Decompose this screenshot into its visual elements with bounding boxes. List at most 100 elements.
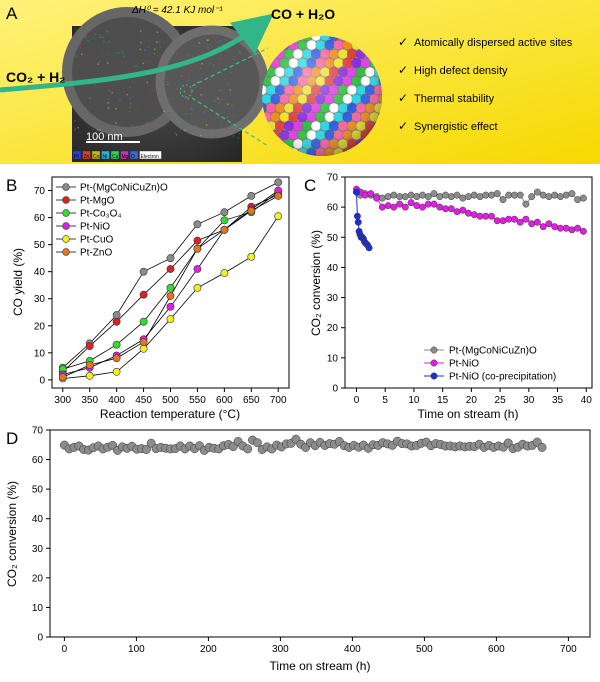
tem-noise-dot [151, 116, 154, 119]
tem-noise-dot [193, 45, 195, 47]
data-point [373, 194, 381, 202]
tem-noise-dot [122, 51, 124, 53]
tem-noise-dot [97, 63, 99, 65]
data-point [193, 244, 202, 253]
data-point [533, 188, 541, 196]
tem-noise-dot [201, 133, 204, 136]
legend-marker [62, 183, 70, 191]
tem-noise-dot [156, 89, 158, 91]
data-point [407, 191, 415, 199]
data-point [85, 361, 94, 369]
data-point [470, 191, 478, 199]
tem-noise-dot [210, 74, 212, 77]
y-tick-label: 40 [327, 263, 339, 274]
tem-noise-dot [205, 124, 208, 126]
tem-noise-dot [185, 113, 188, 115]
element-chip [91, 150, 101, 160]
tem-noise-dot [176, 97, 179, 99]
tem-noise-dot [132, 96, 134, 98]
tem-noise-dot [194, 74, 196, 76]
feature-item: Thermal stability [414, 93, 495, 105]
tem-noise-dot [190, 106, 192, 108]
tem-noise-dot [163, 76, 165, 79]
element-chip-label: Electron [141, 154, 160, 160]
tem-noise-dot [154, 48, 156, 50]
data-point [139, 267, 148, 276]
legend-label: Pt-Co₃O₄ [80, 209, 122, 220]
tem-noise-dot [136, 105, 138, 108]
tem-noise-dot [115, 108, 117, 110]
tem-noise-dot [83, 58, 86, 60]
data-point [488, 191, 495, 199]
element-chip-label: Mg [122, 154, 129, 160]
x-tick-label: 20 [466, 395, 478, 406]
tem-noise-dot [94, 132, 97, 134]
tem-noise-dot [217, 97, 219, 100]
legend-label: Pt-MgO [80, 196, 115, 207]
data-point [453, 208, 461, 216]
data-point [139, 344, 148, 353]
panel-b-letter: B [6, 176, 17, 195]
data-point [424, 193, 432, 201]
tem-noise-dot [183, 75, 185, 77]
tem-noise-dot [195, 125, 197, 127]
tem-noise-dot [171, 53, 174, 55]
data-point [413, 193, 421, 201]
tem-noise-dot [221, 89, 223, 91]
tem-noise-dot [145, 60, 147, 62]
tem-noise-dot [178, 29, 180, 32]
tem-noise-dot [201, 63, 203, 65]
panel-d-x-axis-label: Time on stream (h) [270, 659, 371, 673]
tem-noise-dot [174, 132, 176, 134]
data-point [511, 191, 518, 199]
tem-noise-dot [113, 72, 115, 74]
tem-noise-dot [218, 32, 220, 35]
tem-noise-dot [232, 88, 234, 90]
tem-noise-dot [86, 113, 88, 115]
data-point [516, 191, 524, 199]
data-point [459, 194, 467, 202]
tem-noise-dot [213, 64, 215, 66]
data-point [112, 340, 121, 349]
x-tick-label: 500 [416, 644, 433, 655]
data-point [482, 212, 490, 220]
tem-noise-dot [192, 94, 194, 96]
element-chip [82, 150, 91, 160]
tem-noise-dot [102, 51, 105, 53]
data-point [139, 290, 148, 299]
tem-noise-dot [102, 36, 104, 38]
tem-noise-dot [144, 49, 146, 51]
data-point [365, 244, 373, 252]
x-tick-label: 700 [560, 644, 577, 655]
tem-noise-dot [158, 41, 160, 43]
data-point [419, 203, 426, 211]
data-point [528, 220, 536, 228]
tem-noise-dot [119, 99, 121, 101]
tem-noise-dot [134, 65, 137, 68]
legend-marker [430, 359, 438, 367]
data-point [476, 193, 484, 201]
y-tick-label: 30 [34, 294, 46, 305]
tem-noise-dot [189, 126, 191, 129]
element-chip-label: Cu [112, 154, 119, 160]
x-tick-label: 0 [62, 644, 68, 655]
tem-noise-dot [225, 127, 227, 130]
panel-c-legend: Pt-(MgCoNiCuZn)O Pt-NiO Pt-NiO (co-precipi… [424, 346, 556, 383]
tem-noise-dot [156, 54, 159, 57]
y-tick-label: 40 [32, 514, 44, 525]
tem-noise-dot [123, 56, 125, 58]
tem-noise-dot [171, 113, 173, 115]
data-point [401, 193, 409, 201]
element-chip [120, 150, 129, 160]
tem-noise-dot [112, 129, 115, 131]
tem-noise-dot [74, 129, 76, 131]
y-tick-label: 70 [34, 186, 46, 197]
tem-noise-dot [146, 122, 148, 124]
y-tick-label: 30 [32, 544, 44, 555]
tem-noise-dot [206, 119, 208, 121]
tem-noise-dot [129, 106, 131, 108]
legend-marker [430, 346, 438, 354]
y-tick-label: 10 [32, 603, 44, 614]
tem-noise-dot [107, 98, 109, 100]
tem-noise-dot [222, 32, 224, 34]
